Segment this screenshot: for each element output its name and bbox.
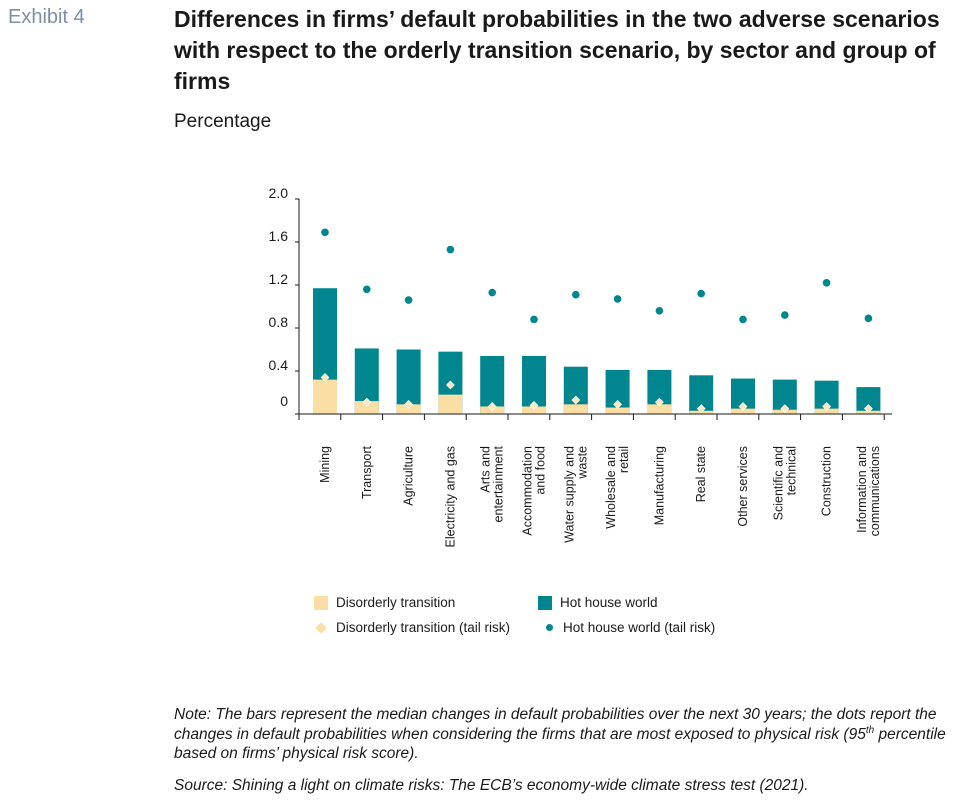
disorderly-tail-marker [696,404,706,414]
legend-hothouse-swatch [538,595,552,610]
disorderly-tail-marker [571,395,581,405]
x-category-label: Wholesale and [604,446,618,529]
legend-disorderly-tail-label: Disorderly transition (tail risk) [336,620,511,635]
x-category-label: Arts and [479,446,493,493]
x-category-label: entertainment [492,445,506,522]
disorderly-tail-marker [613,399,623,409]
disorderly-tail-marker [445,380,455,390]
disorderly-bar [313,379,337,414]
disorderly-bar [522,406,546,414]
chart-note: Note: The bars represent the median chan… [174,705,959,764]
x-category-label: and food [534,446,548,495]
disorderly-tail-marker [529,400,539,410]
hothouse-tail-marker [781,311,789,319]
hothouse-tail-marker [363,285,371,294]
disorderly-tail-marker [738,402,748,411]
disorderly-bar [438,394,463,414]
exhibit-label: Exhibit 4 [8,6,85,28]
x-category-label: Transport [360,445,374,499]
hothouse-tail-marker [822,279,831,287]
disorderly-bar [605,407,630,414]
hothouse-tail-marker [739,315,747,324]
note-text-end: percentile based on firms’ physical risk… [174,725,946,763]
disorderly-tail-marker [863,404,873,414]
x-category-label: Real state [694,446,708,502]
disorderly-bar [814,408,839,414]
legend-hothouse-label: Hot house world [560,595,658,610]
y-tick-label: 0.8 [269,314,289,330]
x-category-label: Construction [820,446,834,516]
legend-disorderly-swatch [314,595,328,610]
note-superscript: th [865,724,875,736]
legend-hothouse-tail: Hot house world (tail risk) [543,620,715,635]
disorderly-tail-marker [487,402,497,411]
x-category-label: Other services [736,446,750,527]
legend-diamond-icon [315,621,327,634]
disorderly-tail-marker [654,397,664,407]
legend-disorderly-tail: Disorderly transition (tail risk) [314,620,510,635]
disorderly-bar [354,401,379,414]
hothouse-tail-marker [321,228,329,237]
legend-hothouse: Hot house world [538,595,658,610]
x-category-label: Mining [318,446,332,483]
hothouse-tail-marker [488,288,497,297]
hothouse-tail-marker [404,296,413,304]
x-category-label: Manufacturing [652,446,666,525]
x-category-label: Electricity and gas [443,446,457,547]
legend-hothouse-tail-label: Hot house world (tail risk) [563,620,716,635]
y-tick-label: 1.6 [269,228,289,244]
chart-area: 2.0 1.6 1.2 0.8 0.4 0 Mining Transport Agricultu… [269,185,892,547]
legend-disorderly-label: Disorderly transition [336,595,456,610]
hothouse-tail-marker [655,307,664,315]
x-category-label: communications [868,446,882,536]
hothouse-tail-marker [446,245,455,254]
disorderly-bar [731,408,755,414]
x-category-label: Scientific and [771,446,785,520]
disorderly-bar [563,404,588,414]
y-tick-label: 1.2 [269,271,289,287]
x-category-label: retail [617,446,631,473]
y-tick-label: 0 [280,393,288,409]
disorderly-tail-marker [780,404,790,414]
chart-subtitle: Percentage [174,111,272,132]
note-text: Note: The bars represent the median chan… [174,706,937,743]
legend-dot-icon [546,624,553,631]
y-tick-label: 2.0 [269,185,289,201]
x-category-label: Water supply and [562,446,576,543]
disorderly-tail-marker [362,397,372,407]
chart-source: Source: Shining a light on climate risks… [174,777,809,794]
hothouse-tail-marker [572,290,580,299]
hothouse-tail-marker [864,314,873,323]
disorderly-bar [647,404,672,414]
hothouse-tail-marker [697,289,705,298]
disorderly-tail-marker [822,402,832,411]
legend-disorderly: Disorderly transition [314,595,455,610]
x-category-label: technical [784,446,798,495]
disorderly-bar [396,404,421,414]
disorderly-tail-marker [320,373,330,382]
x-category-label: waste [575,446,589,480]
x-category-label: Information and [855,446,869,533]
chart-title: Differences in firms’ default probabilit… [174,6,940,94]
hothouse-tail-marker [613,295,622,303]
hothouse-tail-marker [530,315,538,324]
y-tick-label: 0.4 [269,357,289,373]
x-category-label: Agriculture [402,446,416,506]
x-category-label: Accommodation [521,446,535,536]
disorderly-tail-marker [404,399,414,409]
